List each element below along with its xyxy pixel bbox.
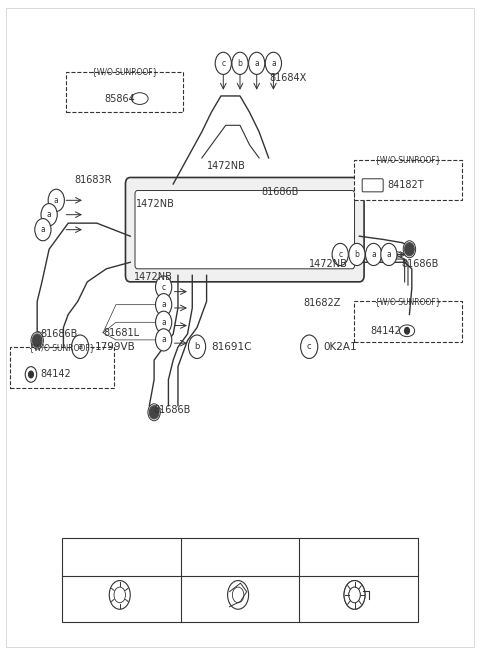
Text: 84142: 84142 xyxy=(370,326,401,336)
Text: 1472NB: 1472NB xyxy=(309,259,348,269)
Text: {W/O SUNROOF}: {W/O SUNROOF} xyxy=(375,297,441,306)
Text: a: a xyxy=(161,318,166,327)
Circle shape xyxy=(33,334,42,347)
Circle shape xyxy=(41,204,57,226)
Text: a: a xyxy=(386,250,391,259)
Text: 81682Z: 81682Z xyxy=(303,299,340,309)
Circle shape xyxy=(156,329,172,351)
Text: 1472NB: 1472NB xyxy=(136,198,175,208)
FancyBboxPatch shape xyxy=(354,301,462,342)
Circle shape xyxy=(109,580,130,609)
Text: 81686B: 81686B xyxy=(40,329,78,339)
Text: 81686B: 81686B xyxy=(262,187,299,197)
Text: c: c xyxy=(338,250,342,259)
FancyBboxPatch shape xyxy=(66,72,183,112)
Circle shape xyxy=(189,335,205,358)
Text: a: a xyxy=(47,210,51,219)
Circle shape xyxy=(34,335,41,346)
Text: 81681L: 81681L xyxy=(103,328,139,338)
Circle shape xyxy=(25,367,36,383)
Circle shape xyxy=(215,52,231,75)
Text: 81684X: 81684X xyxy=(270,73,307,83)
Circle shape xyxy=(72,335,89,358)
Circle shape xyxy=(232,52,248,75)
Text: 81691C: 81691C xyxy=(211,342,252,352)
Circle shape xyxy=(228,580,249,609)
Circle shape xyxy=(405,243,414,255)
Circle shape xyxy=(349,587,360,603)
Circle shape xyxy=(232,587,244,603)
Text: 81686B: 81686B xyxy=(153,405,191,415)
FancyBboxPatch shape xyxy=(354,160,462,200)
Text: a: a xyxy=(271,59,276,68)
Circle shape xyxy=(332,244,348,265)
Circle shape xyxy=(344,580,365,609)
Text: {W/O SUNROOF}: {W/O SUNROOF} xyxy=(375,155,441,164)
Circle shape xyxy=(156,293,172,316)
Circle shape xyxy=(149,405,159,419)
Circle shape xyxy=(349,244,365,265)
Text: 84142: 84142 xyxy=(40,369,71,379)
Circle shape xyxy=(406,244,413,254)
Circle shape xyxy=(148,404,160,421)
Text: 81683R: 81683R xyxy=(74,175,112,185)
Ellipse shape xyxy=(399,325,415,337)
Ellipse shape xyxy=(132,93,148,104)
Circle shape xyxy=(48,189,64,212)
Text: c: c xyxy=(307,343,312,351)
Text: {W/O SUNROOF}: {W/O SUNROOF} xyxy=(29,343,95,352)
Circle shape xyxy=(365,244,382,265)
Text: b: b xyxy=(238,59,242,68)
Circle shape xyxy=(156,276,172,298)
Text: b: b xyxy=(355,250,360,259)
Circle shape xyxy=(114,587,125,603)
Circle shape xyxy=(150,407,158,417)
Circle shape xyxy=(349,587,360,603)
Text: a: a xyxy=(254,59,259,68)
Text: a: a xyxy=(371,250,376,259)
Text: c: c xyxy=(162,282,166,291)
Circle shape xyxy=(405,328,409,334)
Text: a: a xyxy=(54,196,59,205)
Text: 84182T: 84182T xyxy=(387,180,424,191)
Bar xyxy=(62,538,418,622)
Text: b: b xyxy=(194,343,200,351)
Circle shape xyxy=(31,332,43,349)
Circle shape xyxy=(344,580,365,609)
Text: 1472NB: 1472NB xyxy=(206,160,245,171)
Text: 0K2A1: 0K2A1 xyxy=(324,342,357,352)
Circle shape xyxy=(249,52,265,75)
Text: 81686B: 81686B xyxy=(401,259,439,269)
Text: c: c xyxy=(221,59,225,68)
Text: 85864: 85864 xyxy=(104,94,135,103)
Circle shape xyxy=(403,241,416,257)
Text: a: a xyxy=(40,225,45,234)
Circle shape xyxy=(156,311,172,333)
Text: 1799VB: 1799VB xyxy=(95,342,135,352)
Text: a: a xyxy=(78,343,83,351)
FancyBboxPatch shape xyxy=(10,347,114,388)
FancyBboxPatch shape xyxy=(135,191,355,269)
Text: a: a xyxy=(161,300,166,309)
Text: 1472NB: 1472NB xyxy=(133,272,172,282)
Text: a: a xyxy=(161,335,166,345)
Circle shape xyxy=(35,219,51,241)
Circle shape xyxy=(29,371,34,378)
Circle shape xyxy=(381,244,397,265)
Circle shape xyxy=(300,335,318,358)
FancyBboxPatch shape xyxy=(362,179,383,192)
FancyBboxPatch shape xyxy=(125,178,364,282)
Text: {W/O SUNROOF}: {W/O SUNROOF} xyxy=(92,67,157,77)
Circle shape xyxy=(265,52,281,75)
